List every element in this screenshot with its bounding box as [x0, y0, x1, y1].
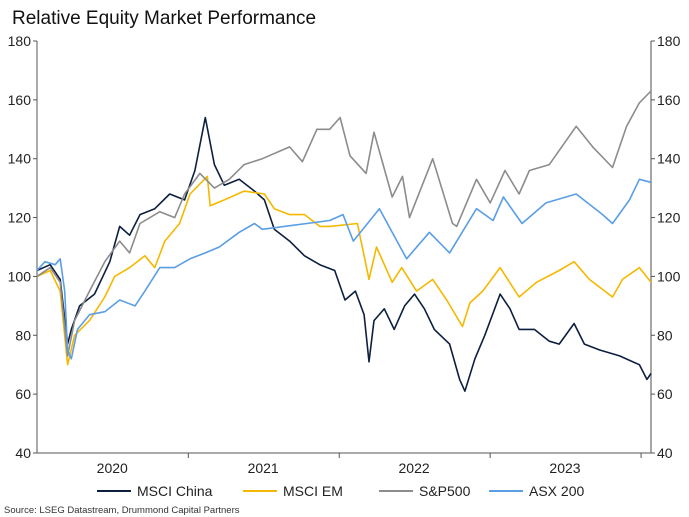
y-tick-label-left: 60: [15, 386, 31, 402]
y-tick-label-right: 140: [657, 151, 681, 167]
series-line-msci-china: [36, 116, 652, 392]
x-tick-label: 2023: [549, 460, 580, 476]
x-tick-label: 2022: [399, 460, 430, 476]
x-tick-label: 2021: [248, 460, 279, 476]
y-tick-label-left: 140: [8, 151, 32, 167]
y-tick-label-left: 160: [8, 92, 32, 108]
y-tick-label-left: 100: [8, 268, 32, 284]
y-tick-label-right: 100: [657, 268, 681, 284]
legend-label: ASX 200: [529, 483, 584, 499]
series-line-msci-em: [36, 175, 652, 366]
legend-item: MSCI China: [97, 483, 213, 499]
y-tick-label-right: 180: [657, 33, 681, 49]
y-tick-label-left: 180: [8, 33, 32, 49]
y-tick-label-right: 80: [657, 327, 673, 343]
y-tick-label-right: 60: [657, 386, 673, 402]
x-tick-label: 2020: [97, 460, 128, 476]
legend-item: S&P500: [379, 483, 471, 499]
source-note: Source: LSEG Datastream, Drummond Capita…: [4, 505, 240, 516]
series-line-s-p500: [36, 90, 652, 357]
y-tick-label-left: 120: [8, 210, 32, 226]
axes: 40 40 60 60 80 80 100 100 120 120 140 140 160 160 180 1…: [8, 33, 681, 476]
legend-item: MSCI EM: [243, 483, 343, 499]
series-lines: [36, 90, 652, 392]
legend-label: S&P500: [419, 483, 471, 499]
y-tick-label-right: 160: [657, 92, 681, 108]
y-tick-label-left: 40: [15, 445, 31, 461]
y-tick-label-right: 120: [657, 210, 681, 226]
y-tick-label-left: 80: [15, 327, 31, 343]
legend-label: MSCI China: [137, 483, 213, 499]
legend: MSCI China MSCI EM S&P500 ASX 200: [97, 483, 584, 499]
legend-item: ASX 200: [489, 483, 584, 499]
chart-title: Relative Equity Market Performance: [12, 8, 316, 29]
legend-label: MSCI EM: [283, 483, 343, 499]
series-line-asx-200: [36, 178, 652, 360]
y-tick-label-right: 40: [657, 445, 673, 461]
